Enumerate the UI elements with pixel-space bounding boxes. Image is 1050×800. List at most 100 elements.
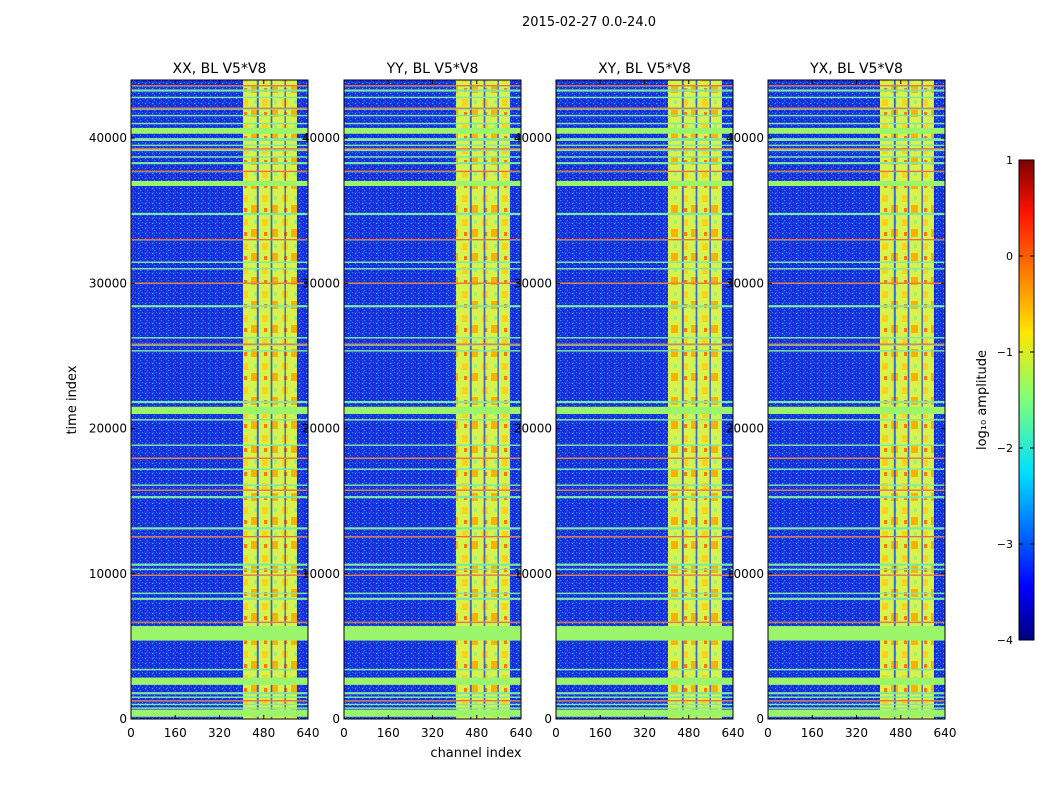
colorbar-tick-label: 1 (1006, 154, 1013, 167)
flagged-band (131, 89, 308, 92)
flagged-band (344, 156, 521, 158)
y-tick-label: 20000 (726, 422, 764, 436)
flagged-band (768, 707, 945, 709)
x-tick-label: 480 (677, 726, 700, 740)
flagged-band (768, 597, 945, 600)
flagged-band-edge (131, 536, 308, 538)
band-gap (284, 80, 286, 719)
flagged-band (768, 148, 945, 152)
flagged-band-edge (768, 282, 945, 284)
flagged-band (556, 444, 733, 446)
flagged-band (768, 162, 945, 165)
band-gap (893, 80, 896, 719)
flagged-band (768, 484, 945, 486)
flagged-band-edge (768, 621, 945, 623)
flagged-band (344, 568, 521, 571)
flagged-band (131, 468, 308, 470)
panel-4: YX, BL V5*V8 0 160 320 480 640 0 10000 20000 3000… (726, 61, 957, 740)
flagged-band-edge (344, 489, 521, 491)
flagged-band (768, 568, 945, 571)
y-tick-label: 0 (119, 712, 127, 726)
flagged-band-edge (131, 343, 308, 345)
flagged-band (556, 597, 733, 600)
x-tick-label: 160 (377, 726, 400, 740)
flagged-band (131, 305, 308, 308)
flagged-band (344, 138, 521, 141)
band-gap (469, 80, 472, 719)
flagged-band (556, 156, 733, 158)
flagged-band (556, 96, 733, 99)
flagged-band-edge (344, 343, 521, 345)
flagged-band (768, 268, 945, 270)
flagged-band (344, 496, 521, 499)
flagged-band (768, 527, 945, 530)
x-tick-label: 0 (127, 726, 135, 740)
x-tick-label: 320 (845, 726, 868, 740)
x-tick-label: 0 (764, 726, 772, 740)
flagged-band-edge (344, 282, 521, 284)
flagged-band (131, 268, 308, 270)
flagged-band (131, 597, 308, 600)
flagged-band-edge (344, 239, 521, 241)
flagged-band (556, 180, 733, 187)
flagged-band-edge (768, 574, 945, 576)
y-tick-label: 30000 (514, 276, 552, 290)
flagged-band (344, 668, 521, 671)
y-tick-label: 10000 (514, 567, 552, 581)
flagged-band (556, 337, 733, 339)
y-axis-label: time index (65, 365, 80, 434)
flagged-band-edge (131, 621, 308, 623)
flagged-band (556, 568, 733, 571)
flagged-band (131, 419, 308, 421)
band-gap (270, 80, 273, 719)
flagged-band-edge (344, 85, 521, 87)
flagged-band (768, 468, 945, 470)
flagged-band (768, 89, 945, 92)
flagged-band-edge (344, 148, 521, 150)
panel-2: YY, BL V5*V8 0 160 320 480 640 0 10000 20000 3000… (302, 61, 533, 740)
x-tick-label: 0 (552, 726, 560, 740)
colorbar-tick-label: −3 (997, 538, 1013, 551)
flagged-band-edge (556, 343, 733, 345)
flagged-band (768, 122, 945, 125)
flagged-band (131, 400, 308, 404)
colorbar: −4 −3 −2 −1 0 1 log₁₀ amplitude (975, 154, 1035, 647)
band-gap (483, 80, 486, 719)
flagged-band-edge (768, 170, 945, 172)
flagged-band (344, 162, 521, 165)
flagged-band (131, 180, 308, 187)
y-tick-label: 0 (756, 712, 764, 726)
flagged-band (344, 468, 521, 470)
y-tick-label: 30000 (726, 276, 764, 290)
flagged-band (556, 89, 733, 92)
flagged-band (131, 406, 308, 415)
flagged-band (131, 162, 308, 165)
flagged-band (131, 138, 308, 141)
flagged-band (344, 400, 521, 404)
flagged-band-edge (768, 85, 945, 87)
flagged-band (556, 496, 733, 499)
x-tick-label: 480 (465, 726, 488, 740)
flagged-band (344, 626, 521, 641)
flagged-band-edge (344, 700, 521, 702)
flagged-band (556, 114, 733, 117)
flagged-band (131, 677, 308, 685)
flagged-band-edge (344, 574, 521, 576)
flagged-band (344, 406, 521, 415)
flagged-band-edge (768, 239, 945, 241)
flagged-band (556, 703, 733, 706)
flagged-band (768, 180, 945, 187)
flagged-band (344, 337, 521, 339)
flagged-band-edge (556, 107, 733, 109)
flagged-band (131, 350, 308, 352)
flagged-band (131, 568, 308, 571)
flagged-band (768, 668, 945, 671)
flagged-band (768, 305, 945, 308)
flagged-band (131, 261, 308, 263)
y-tick-label: 20000 (89, 422, 127, 436)
flagged-band (131, 707, 308, 709)
x-tick-label: 0 (340, 726, 348, 740)
flagged-band (556, 268, 733, 270)
flagged-band-edge (131, 574, 308, 576)
